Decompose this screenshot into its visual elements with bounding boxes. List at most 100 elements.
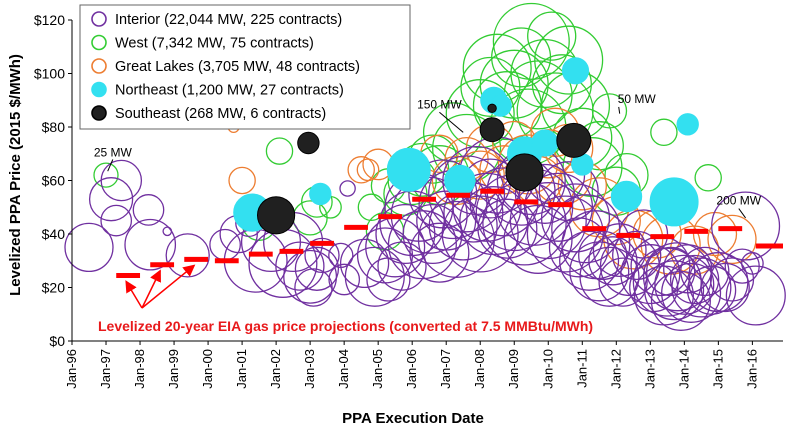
x-tick-label: Jan-09 <box>506 349 521 389</box>
x-tick-label: Jan-07 <box>438 349 453 389</box>
bubble-point <box>444 164 476 197</box>
bubble-point <box>644 260 705 321</box>
x-tick-label: Jan-10 <box>540 349 555 389</box>
legend-marker <box>91 58 107 74</box>
bubble-point <box>578 230 628 281</box>
x-tick-label: Jan-15 <box>710 349 725 389</box>
legend-entry: Southeast (268 MW, 6 contracts) <box>115 106 326 122</box>
legend-box <box>79 4 411 130</box>
y-tick-label: $100 <box>34 66 65 82</box>
bubble-point <box>294 246 340 291</box>
bubble-point <box>132 194 165 226</box>
bubble-point <box>88 177 134 222</box>
x-tick-label: Jan-05 <box>370 349 385 389</box>
bubble-point <box>526 195 604 273</box>
annotation-pointer <box>439 111 464 133</box>
x-tick-label: Jan-03 <box>302 349 317 389</box>
bubble-point <box>100 159 143 202</box>
x-tick-label: Jan-01 <box>234 349 249 389</box>
bubble-point <box>479 117 505 143</box>
bubble-layer <box>64 2 786 331</box>
annotation-pointer <box>618 106 621 114</box>
bubble-point <box>64 222 114 273</box>
gas-arrow <box>125 280 143 309</box>
bubble-point <box>707 214 757 265</box>
bubble-point <box>588 236 638 286</box>
gas-projection-label: Levelized 20-year EIA gas price projecti… <box>98 318 593 334</box>
x-axis-title: PPA Execution Date <box>342 410 484 427</box>
bubble-point <box>620 244 681 305</box>
bubble-point <box>356 158 380 182</box>
legend-marker <box>91 105 107 121</box>
bubble-point <box>339 180 356 197</box>
y-axis-title: Levelized PPA Price (2015 $/MWh) <box>7 54 24 296</box>
bubble-point <box>680 246 730 297</box>
bubble-point <box>612 230 662 281</box>
x-tick-label: Jan-12 <box>608 349 623 389</box>
bubble-point <box>694 164 722 192</box>
x-tick-label: Jan-00 <box>200 349 215 389</box>
bubble-point <box>527 11 577 61</box>
bubble-point <box>592 223 647 278</box>
bubble-point <box>387 210 457 280</box>
bubble-point <box>598 257 648 307</box>
bubble-point <box>538 161 599 222</box>
bubble-point <box>711 191 781 261</box>
bubble-point <box>646 246 696 297</box>
bubble-point <box>649 177 699 227</box>
annotation-layer: 25 MW 150 MW 50 MW 200 MW <box>94 92 762 219</box>
bubble-point <box>559 230 620 291</box>
legend-entry: Interior (22,044 MW, 225 contracts) <box>115 12 342 28</box>
bubble-point <box>409 222 470 283</box>
bubble-point <box>347 156 375 184</box>
annotation-pointer <box>738 208 746 219</box>
bubble-point <box>505 153 544 192</box>
y-tick-label: $20 <box>42 280 66 296</box>
axes: $0 $20 $40 $60 $80 $100 $120 Jan-96 Jan-97 Jan-98… <box>34 12 783 389</box>
bubble-point <box>556 122 592 158</box>
bubble-point <box>531 54 592 115</box>
bubble-point <box>339 238 390 289</box>
x-tick-label: Jan-16 <box>744 349 759 389</box>
bubble-point <box>610 180 643 213</box>
bubble-point <box>509 182 587 260</box>
y-tick-label: $0 <box>49 333 65 349</box>
bubble-point <box>591 93 628 129</box>
bubble-point <box>534 25 604 95</box>
bubble-point <box>741 252 764 275</box>
bubble-point <box>297 131 320 155</box>
legend-entry: West (7,342 MW, 75 contracts) <box>115 36 314 52</box>
bubble-point <box>531 129 559 157</box>
bubble-point <box>328 263 361 296</box>
x-tick-label: Jan-04 <box>336 349 351 389</box>
y-tick-label: $80 <box>42 119 66 135</box>
bubble-point <box>561 57 590 85</box>
gas-projection-layer <box>116 188 783 309</box>
legend-marker <box>91 34 107 51</box>
bubble-point <box>686 265 737 315</box>
bubble-point <box>275 241 325 291</box>
y-tick-label: $120 <box>34 12 65 28</box>
x-tick-label: Jan-99 <box>166 349 181 389</box>
x-tick-label: Jan-08 <box>472 349 487 389</box>
bubble-point <box>228 166 256 195</box>
bubble-point <box>669 254 720 305</box>
bubble-point <box>386 147 431 192</box>
bubble-point <box>309 182 332 206</box>
bubble-point <box>569 241 630 302</box>
size-annotation: 25 MW <box>94 145 133 159</box>
bubble-point <box>642 242 713 312</box>
bubble-point <box>100 204 133 237</box>
bubble-point <box>257 196 296 235</box>
gas-arrows <box>125 264 196 309</box>
bubble-point <box>540 183 611 253</box>
x-tick-label: Jan-02 <box>268 349 283 389</box>
y-tick-label: $40 <box>42 226 66 242</box>
gas-arrow <box>141 269 161 309</box>
bubble-point <box>265 137 294 165</box>
annotation-pointer <box>107 159 114 172</box>
legend-entry: Great Lakes (3,705 MW, 48 contracts) <box>115 59 360 75</box>
bubble-point <box>725 265 786 326</box>
x-tick-label: Jan-06 <box>404 349 419 389</box>
